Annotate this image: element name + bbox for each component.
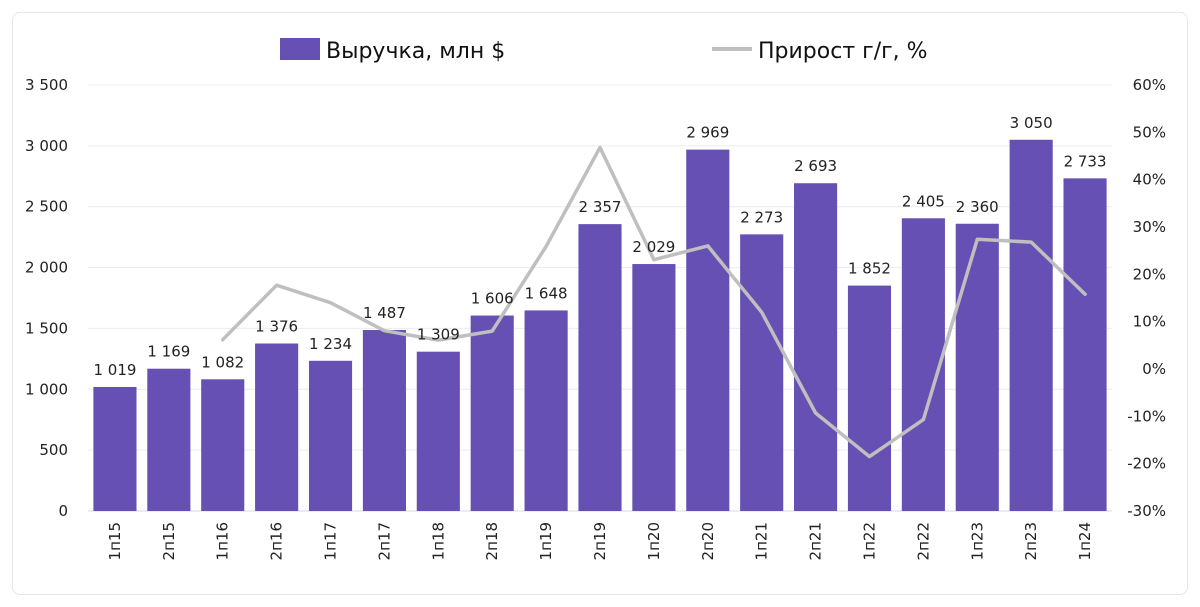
bar-1п21 [740,234,784,511]
bar-1п17 [308,360,353,511]
left-tick-label: 1 500 [25,319,68,337]
growth-line-path [220,145,1087,459]
category-label-2п16: 2п16 [268,522,286,560]
legend: Выручка, млн $ Прирост г/г, % [280,38,928,64]
bar-2п17 [362,330,406,511]
data-label-2п23: 3 050 [1010,114,1053,132]
bar-2п22 [901,218,945,511]
left-tick-label: 0 [58,502,68,520]
category-label-2п15: 2п15 [160,522,178,560]
data-label-1п15: 1 019 [93,361,136,379]
category-label-1п15: 1п15 [106,522,124,560]
bar-2п16 [255,343,299,511]
legend-label-growth: Прирост г/г, % [758,39,928,64]
right-tick-label: 10% [1133,313,1166,331]
right-axis-ticks: -30% -20% -10% 0% 10% 20% 30% 40% 50% 60% [1127,76,1166,520]
category-label-2п23: 2п23 [1022,522,1040,560]
data-label-2п19: 2 357 [579,198,622,216]
category-label-2п19: 2п19 [591,522,609,560]
bar-1п15 [93,386,137,511]
category-label-1п19: 1п19 [537,522,555,560]
left-axis-ticks: 0 500 1 000 1 500 2 000 2 500 3 000 3 500 [25,76,68,520]
bar-data-labels: 1 019 1 169 1 082 1 376 1 234 1 487 1 309 1 606… [93,114,1106,379]
bar-1п24 [1063,178,1107,511]
data-label-1п16: 1 082 [201,353,244,371]
legend-swatch-revenue [280,38,320,60]
right-tick-label: -10% [1127,407,1166,425]
right-tick-label: 50% [1133,123,1166,141]
data-label-1п21: 2 273 [740,208,783,226]
data-label-1п19: 1 648 [525,284,568,302]
legend-label-revenue: Выручка, млн $ [326,39,505,64]
category-label-2п20: 2п20 [699,522,717,560]
bar-2п19 [578,224,622,511]
bar-1п16 [201,379,245,511]
bar-1п23 [955,223,999,512]
data-label-1п20: 2 029 [632,238,675,256]
data-label-2п20: 2 969 [686,124,729,142]
right-tick-label: -20% [1127,455,1166,473]
data-label-1п24: 2 733 [1064,152,1107,170]
category-label-2п21: 2п21 [807,522,825,560]
bar-1п18 [416,351,460,511]
left-tick-label: 1 000 [25,380,68,398]
growth-line [220,145,1087,459]
data-label-2п22: 2 405 [902,192,945,210]
right-tick-label: 0% [1142,360,1166,378]
category-label-1п16: 1п16 [214,522,232,560]
bar-2п20 [686,149,730,511]
right-tick-label: -30% [1127,502,1166,520]
category-label-1п22: 1п22 [860,522,878,560]
data-label-1п18: 1 309 [417,326,460,344]
bar-2п23 [1009,139,1053,511]
category-label-2п22: 2п22 [914,522,932,560]
left-tick-label: 3 000 [25,137,68,155]
bar-1п22 [847,285,892,511]
category-label-1п23: 1п23 [968,522,986,560]
right-tick-label: 20% [1133,265,1166,283]
data-label-2п18: 1 606 [471,290,514,308]
category-label-1п20: 1п20 [645,522,663,560]
category-label-2п18: 2п18 [483,522,501,560]
right-tick-label: 40% [1133,171,1166,189]
category-label-1п17: 1п17 [322,522,340,560]
bar-2п15 [147,368,191,511]
data-label-2п16: 1 376 [255,318,298,336]
category-label-1п24: 1п24 [1076,522,1094,560]
data-label-2п15: 1 169 [147,343,190,361]
left-tick-label: 500 [39,441,68,459]
data-label-1п17: 1 234 [309,335,352,353]
right-tick-label: 60% [1133,76,1166,94]
category-label-1п18: 1п18 [429,522,447,560]
bar-2п21 [794,183,838,511]
data-label-2п17: 1 487 [363,304,406,322]
data-label-1п22: 1 852 [848,260,891,278]
right-tick-label: 30% [1133,218,1166,236]
bar-1п19 [524,310,568,511]
revenue-bars [93,139,1107,512]
left-tick-label: 2 000 [25,259,68,277]
data-label-2п21: 2 693 [794,157,837,175]
bar-1п20 [632,264,676,511]
bar-2п18 [470,315,514,511]
category-label-1п21: 1п21 [753,522,771,560]
left-tick-label: 3 500 [25,76,68,94]
left-tick-label: 2 500 [25,198,68,216]
category-axis-labels: 1п15 2п15 1п16 2п16 1п17 2п17 1п18 2п18 1п19 2п19… [106,522,1094,560]
data-label-1п23: 2 360 [956,198,999,216]
category-label-2п17: 2п17 [375,522,393,560]
